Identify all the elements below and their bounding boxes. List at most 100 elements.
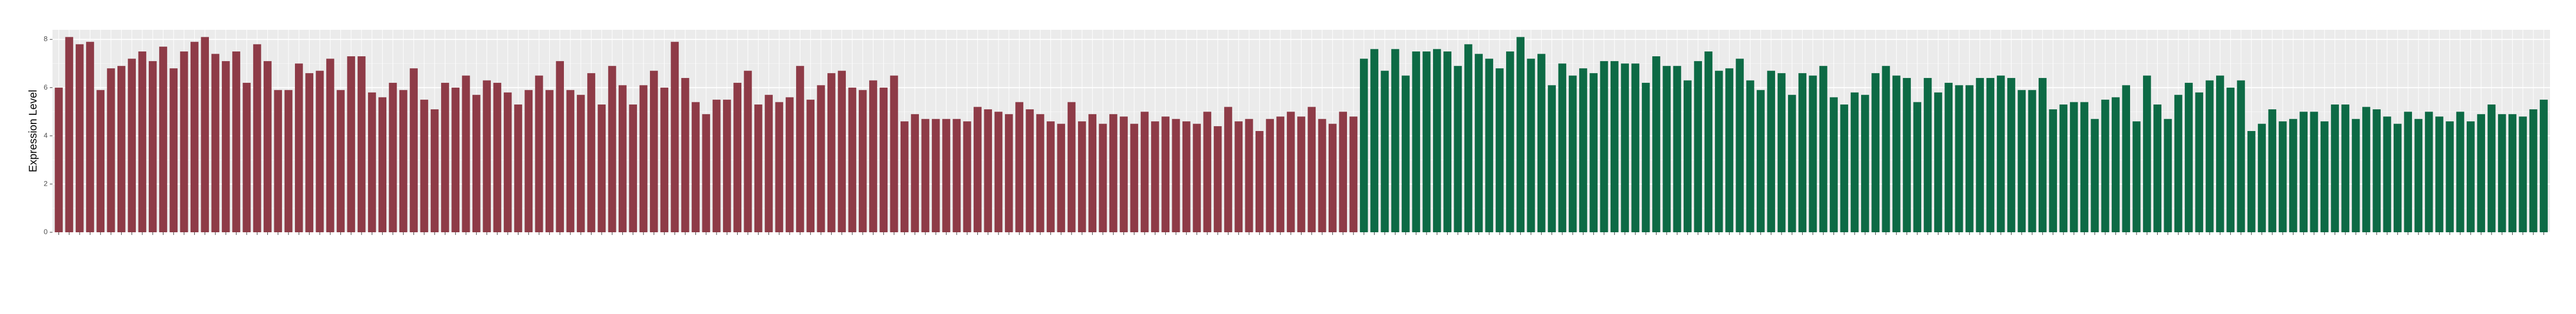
bar [221,61,230,232]
bar [169,68,178,232]
bar [754,104,763,232]
bar [1913,102,1922,232]
bar [535,75,543,232]
bar [2278,121,2287,232]
bar [1193,123,1201,232]
y-tick-label: 8 [44,35,48,43]
bar [931,119,940,232]
bar [1245,119,1253,232]
bar [180,51,188,233]
bar [1004,114,1013,232]
bar [942,119,950,232]
bar [838,70,846,232]
bar [1673,66,1681,233]
bar [629,104,638,232]
bar [1349,116,1358,232]
bar [1443,51,1451,233]
bar [974,107,982,232]
bar [1026,109,1034,232]
bar [1234,121,1243,232]
bar [2456,112,2465,232]
bar [264,61,272,232]
bar [1621,63,1629,232]
bar [765,95,773,232]
y-tick-label: 6 [44,83,48,91]
bar [1120,116,1128,232]
bar [55,87,63,232]
bar [378,97,387,232]
bar [138,51,147,233]
bar [2226,87,2235,232]
bar [1652,56,1660,232]
bar [1255,131,1264,232]
bar [2101,100,2110,232]
bar [410,68,418,232]
bar [671,42,679,232]
bar [1944,82,1953,232]
bar [493,82,502,232]
bar [2435,116,2443,232]
bar [2132,121,2141,232]
bar [1015,102,1023,232]
bar [1840,104,1849,232]
bar [1736,58,1744,232]
bar [952,119,961,232]
bar [1746,80,1754,232]
bar [1161,116,1170,232]
bar [284,90,293,233]
bar [2143,75,2151,232]
bar [1516,37,1524,232]
bar [1151,121,1159,232]
bar [2477,114,2485,232]
bar [2289,119,2297,232]
bar [2039,78,2047,233]
bar [2268,109,2277,232]
bar [1359,58,1368,232]
bar [1495,68,1504,232]
bar [1589,73,1598,232]
bar [2059,104,2068,232]
bar [1297,116,1305,232]
bar [399,90,408,233]
bar [430,109,439,232]
bar [597,104,606,232]
bar [2320,121,2329,232]
bar [190,42,199,232]
bar [1370,49,1378,232]
bar [2487,104,2496,232]
bar [1882,66,1890,233]
bar [817,85,825,232]
bar [879,87,888,232]
bar [921,119,930,232]
bar [2153,104,2161,232]
bar [524,90,533,233]
bar [1610,61,1619,232]
bar [1903,78,1911,233]
bar [1965,85,1974,232]
bar [963,121,971,232]
bar [994,112,1003,232]
bar [2174,95,2183,232]
bar [1934,92,1942,232]
bar [1276,116,1285,232]
bar [201,37,209,232]
bar [2216,75,2224,232]
bar [1506,51,1514,233]
bar [1568,75,1577,232]
bar [1850,92,1859,232]
bar [1454,66,1462,233]
bar [1088,114,1096,232]
bar [1537,54,1546,233]
bar [2341,104,2350,232]
bar [1704,51,1713,233]
bar [566,90,575,233]
bar [2122,85,2131,232]
bar [1976,78,1984,233]
bar [253,44,261,232]
bar [1036,114,1044,232]
bar [1172,119,1180,232]
bar [1641,82,1650,232]
bar [2247,131,2256,232]
bar [2373,109,2381,232]
bar [1871,73,1880,232]
